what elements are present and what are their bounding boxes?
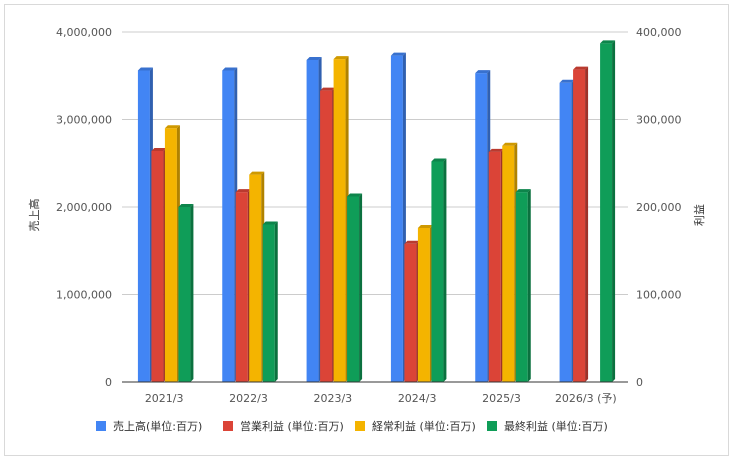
category-label: 2023/3 (313, 392, 352, 405)
right-axis-title: 利益 (692, 204, 706, 226)
bar (333, 56, 349, 382)
bar (249, 171, 265, 382)
right-tick-label: 400,000 (636, 26, 682, 39)
bar (475, 70, 491, 382)
right-tick-label: 200,000 (636, 201, 682, 214)
legend-item: 売上高(単位:百万) (96, 419, 202, 433)
gridlines (122, 31, 628, 295)
left-tick-label: 0 (105, 376, 112, 389)
bar (164, 125, 180, 382)
bar (488, 148, 504, 382)
bar (235, 189, 251, 382)
bars (137, 40, 616, 382)
legend-label: 売上高(単位:百万) (113, 419, 202, 433)
bar (515, 189, 531, 382)
left-axis-title: 売上高 (27, 199, 41, 232)
bar (320, 87, 336, 382)
bar (137, 67, 153, 382)
bar (573, 66, 589, 382)
category-label: 2026/3 (予) (555, 392, 617, 405)
category-labels: 2021/3 2022/3 2023/3 2024/3 2025/3 2026/3 (予) (145, 392, 617, 405)
bar (222, 67, 238, 382)
bar (404, 240, 420, 382)
legend-item: 経常利益 (単位:百万) (355, 419, 476, 433)
legend-swatch (355, 421, 365, 431)
bar (502, 142, 518, 382)
bar (151, 148, 167, 382)
bar (262, 221, 278, 382)
legend-swatch (223, 421, 233, 431)
bar (417, 225, 433, 382)
right-tick-label: 0 (636, 376, 643, 389)
legend-label: 経常利益 (単位:百万) (372, 419, 476, 433)
bar (600, 40, 616, 382)
bar (347, 193, 363, 382)
left-tick-label: 2,000,000 (56, 201, 112, 214)
left-tick-label: 3,000,000 (56, 114, 112, 127)
legend-item: 最終利益 (単位:百万) (487, 419, 608, 433)
left-tick-label: 1,000,000 (56, 289, 112, 302)
bar (431, 158, 447, 382)
right-axis-ticks: 0 100,000 200,000 300,000 400,000 (636, 26, 682, 389)
bar (559, 79, 575, 382)
bar (306, 57, 322, 382)
category-label: 2025/3 (482, 392, 521, 405)
left-axis-ticks: 0 1,000,000 2,000,000 3,000,000 4,000,000 (56, 26, 112, 389)
category-label: 2024/3 (398, 392, 437, 405)
left-tick-label: 4,000,000 (56, 26, 112, 39)
right-tick-label: 100,000 (636, 289, 682, 302)
legend-item: 営業利益 (単位:百万) (223, 419, 344, 433)
legend-label: 営業利益 (単位:百万) (240, 419, 344, 433)
legend-swatch (487, 421, 497, 431)
legend-label: 最終利益 (単位:百万) (504, 419, 608, 433)
bar (390, 52, 406, 382)
legend: 売上高(単位:百万) 営業利益 (単位:百万) 経常利益 (単位:百万) 最終利益 (… (96, 419, 608, 433)
category-label: 2021/3 (145, 392, 184, 405)
category-label: 2022/3 (229, 392, 268, 405)
legend-swatch (96, 421, 106, 431)
bar (178, 204, 194, 382)
right-tick-label: 300,000 (636, 114, 682, 127)
